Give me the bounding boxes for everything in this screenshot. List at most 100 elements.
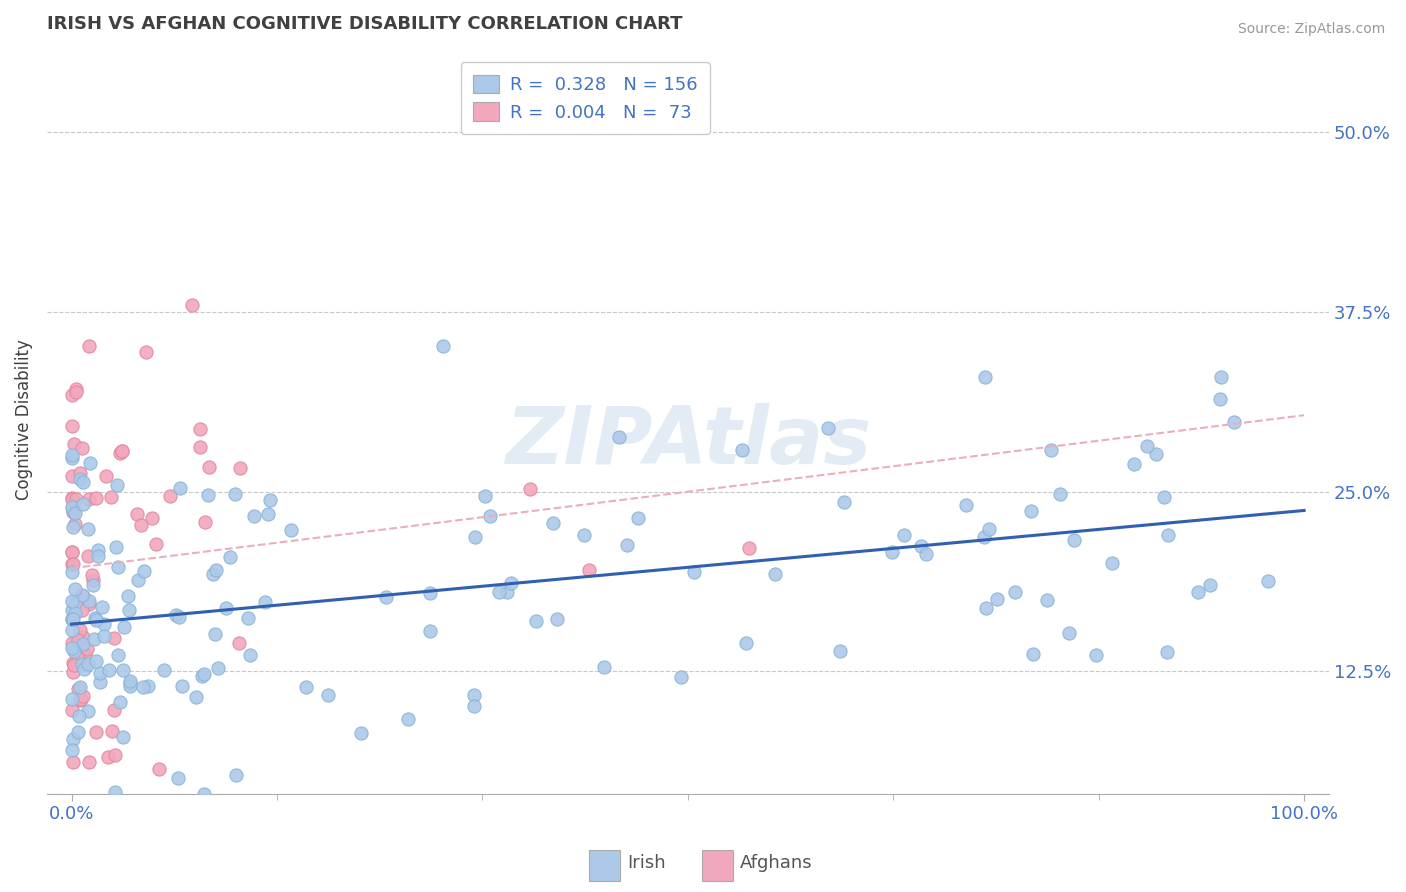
Point [225, 767, 247, 781]
Point [87, 542, 110, 557]
Point [60, 388, 83, 402]
Point [103, 747, 125, 762]
Point [93, 629, 115, 643]
Point [105, 540, 128, 554]
Point [100, 724, 122, 739]
Point [1209, 370, 1232, 384]
Point [254, 595, 277, 609]
Point [1063, 533, 1085, 548]
Point [100, 490, 122, 504]
Point [87, 549, 110, 564]
Point [180, 298, 202, 312]
Point [63, 517, 86, 532]
Point [76, 549, 98, 564]
Point [198, 460, 221, 475]
Point [159, 489, 181, 503]
Point [519, 482, 541, 496]
Point [145, 536, 167, 550]
Point [463, 698, 485, 713]
Point [62, 656, 84, 670]
Point [72, 497, 94, 511]
Point [204, 627, 226, 641]
Point [914, 547, 936, 561]
Point [194, 516, 217, 530]
Point [62, 732, 84, 747]
Point [118, 674, 141, 689]
Point [83, 632, 105, 646]
Point [1022, 648, 1045, 662]
Point [60, 565, 83, 579]
Point [62, 557, 84, 571]
Point [893, 528, 915, 542]
Point [474, 489, 496, 503]
Point [117, 603, 139, 617]
Point [69, 623, 91, 637]
Point [111, 663, 134, 677]
Point [62, 448, 84, 462]
Point [616, 538, 638, 552]
Point [72, 657, 94, 672]
Point [239, 648, 262, 662]
Point [63, 506, 86, 520]
Point [432, 338, 454, 352]
Text: Source: ZipAtlas.com: Source: ZipAtlas.com [1237, 22, 1385, 37]
Point [63, 607, 86, 621]
Point [60, 703, 83, 717]
Point [111, 731, 134, 745]
Point [67, 681, 90, 696]
Point [77, 339, 100, 353]
Point [72, 589, 94, 603]
Point [72, 630, 94, 644]
Point [60, 450, 83, 465]
Text: IRISH VS AFGHAN COGNITIVE DISABILITY CORRELATION CHART: IRISH VS AFGHAN COGNITIVE DISABILITY COR… [46, 15, 682, 33]
Point [607, 430, 630, 444]
Point [65, 491, 87, 506]
Point [63, 644, 86, 658]
Point [731, 442, 754, 457]
Point [188, 422, 211, 436]
Point [1156, 528, 1178, 542]
Point [62, 603, 84, 617]
Point [880, 545, 903, 559]
Text: Irish: Irish [627, 854, 666, 872]
Point [1049, 487, 1071, 501]
Point [1036, 593, 1059, 607]
Point [108, 696, 131, 710]
Point [125, 507, 148, 521]
Point [103, 703, 125, 717]
Point [1123, 457, 1146, 471]
Point [86, 613, 108, 627]
Point [464, 530, 486, 544]
Point [60, 500, 83, 514]
Point [104, 785, 127, 799]
Point [280, 523, 302, 537]
Point [107, 648, 129, 662]
Point [973, 370, 995, 384]
Point [172, 679, 194, 693]
Point [1019, 504, 1042, 518]
Point [97, 749, 120, 764]
Point [70, 603, 93, 617]
Point [60, 594, 83, 608]
Point [973, 530, 995, 544]
Point [107, 559, 129, 574]
Point [205, 564, 228, 578]
Point [238, 611, 260, 625]
Point [138, 679, 160, 693]
Point [375, 590, 398, 604]
Point [73, 661, 96, 675]
Point [202, 566, 225, 581]
Point [419, 624, 441, 639]
Point [82, 573, 104, 587]
Point [541, 516, 564, 531]
Point [738, 541, 761, 555]
Point [167, 772, 190, 786]
Point [910, 539, 932, 553]
Point [197, 488, 219, 502]
Point [127, 573, 149, 587]
Point [60, 419, 83, 434]
Point [67, 725, 90, 739]
Point [169, 481, 191, 495]
Point [60, 545, 83, 559]
Point [60, 491, 83, 505]
